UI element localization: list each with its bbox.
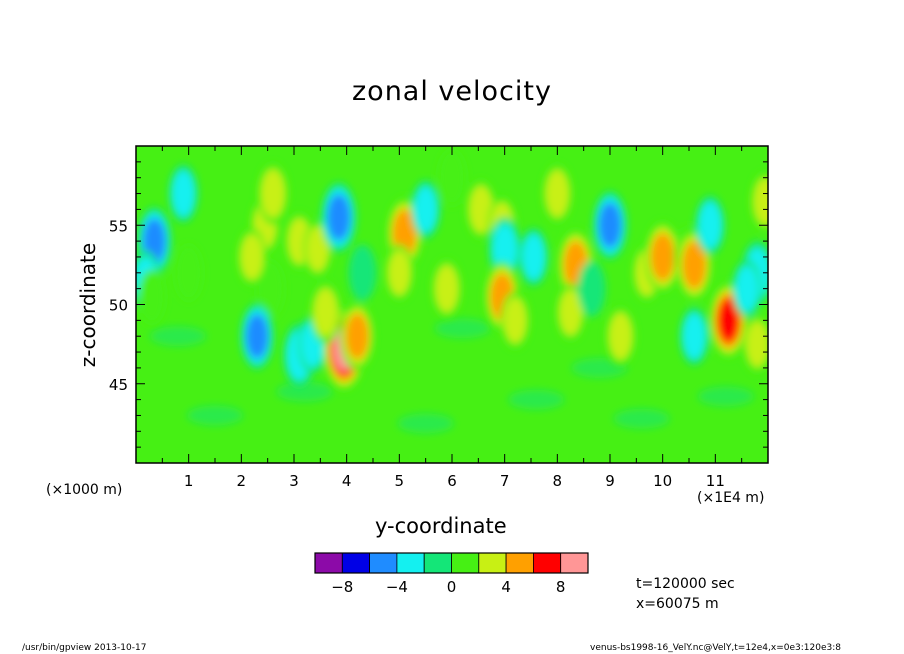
contour-blob: [558, 289, 583, 336]
contour-blob: [650, 233, 675, 281]
contour-blob: [327, 193, 351, 241]
colorbar-swatch: [369, 552, 398, 574]
colorbar-swatch: [451, 552, 480, 574]
contour-blob: [608, 312, 633, 361]
contour-blob: [240, 233, 264, 281]
y-tick-label: 45: [109, 376, 128, 394]
x-axis-label: y-coordinate: [375, 514, 507, 538]
colorbar-swatch: [314, 552, 343, 574]
contour-blob: [174, 244, 203, 301]
colorbar-swatch: [560, 552, 589, 574]
contour-blob: [306, 226, 330, 272]
colorbar-swatch: [478, 552, 507, 574]
colorbar-tick-label: −4: [386, 578, 408, 596]
field-patch: [434, 318, 491, 339]
contour-blob: [682, 312, 706, 360]
colorbar-tick-label: 0: [447, 578, 457, 596]
colorbar-frame: [314, 552, 589, 574]
contour-blob: [503, 297, 527, 344]
y-tick-label: 50: [109, 297, 128, 315]
contour-blob: [753, 177, 768, 226]
contour-blob: [735, 265, 759, 312]
contour-blob: [717, 298, 740, 343]
x-tick-label: 2: [237, 472, 247, 490]
position-info: x=60075 m: [636, 596, 719, 612]
contour-blob: [245, 313, 269, 359]
contour-blob: [138, 269, 166, 324]
x-tick-label: 1: [184, 472, 194, 490]
contour-blob: [698, 201, 722, 249]
field-patch: [276, 381, 333, 402]
x-tick-label: 8: [553, 472, 563, 490]
field-patch: [571, 357, 628, 378]
field-patch: [613, 408, 670, 429]
field-patch: [397, 413, 454, 434]
colorbar-tick-label: 4: [501, 578, 511, 596]
x-axis: 1 2 3 4 5 6 7 8 9 10 11: [161, 146, 743, 490]
x-tick-label: 4: [342, 472, 352, 490]
colorbar-tick-label: 8: [556, 578, 566, 596]
x-tick-label: 10: [653, 472, 672, 490]
time-info: t=120000 sec: [636, 576, 735, 592]
contour-blob: [434, 264, 459, 313]
heatmap-field: [136, 146, 768, 463]
field-patch: [187, 405, 243, 426]
colorbar-tick-label: −8: [331, 578, 353, 596]
contour-blob: [598, 202, 622, 249]
contour-blob: [345, 313, 369, 360]
contour-blob: [438, 149, 466, 206]
y-tick-label: 55: [109, 217, 128, 235]
colorbar: −8 −4 0 4 8: [314, 552, 589, 596]
x-tick-label: 6: [447, 472, 457, 490]
colorbar-swatch: [423, 552, 452, 574]
colorbar-swatch: [396, 552, 425, 574]
footer-left: /usr/bin/gpview 2013-10-17: [22, 643, 147, 653]
x-tick-label: 9: [605, 472, 615, 490]
contour-blob: [682, 241, 707, 289]
contour-blob: [171, 170, 196, 217]
contour-blob: [414, 186, 438, 233]
footer-right: venus-bs1998-16_VelY.nc@VelY,t=12e4,x=0e…: [590, 643, 841, 653]
contour-blob: [545, 169, 570, 218]
colorbar-swatch: [533, 552, 562, 574]
contour-blob: [492, 223, 518, 275]
contour-blob: [387, 249, 411, 296]
contour-blob: [348, 244, 377, 301]
field-patch: [697, 386, 754, 407]
x-tick-label: 7: [500, 472, 510, 490]
x-tick-label: 5: [395, 472, 405, 490]
x-tick-label: 3: [289, 472, 299, 490]
contour-blob: [313, 287, 338, 337]
chart-title: zonal velocity: [352, 76, 552, 107]
field-patch: [150, 326, 207, 347]
x-tick-label: 11: [706, 472, 725, 490]
x-unit-left: (×1000 m): [46, 482, 123, 498]
contour-blob: [260, 169, 286, 219]
y-axis: 45 50 55: [109, 161, 768, 448]
colorbar-swatch: [341, 552, 370, 574]
colorbar-swatch: [505, 552, 534, 574]
y-axis-label: z-coordinate: [76, 242, 100, 368]
contour-blob: [745, 320, 768, 368]
contour-blob: [522, 233, 546, 281]
contour-blob: [577, 260, 606, 317]
contour-blob: [469, 185, 493, 234]
field-patch: [508, 389, 565, 410]
x-unit-right: (×1E4 m): [697, 490, 765, 506]
